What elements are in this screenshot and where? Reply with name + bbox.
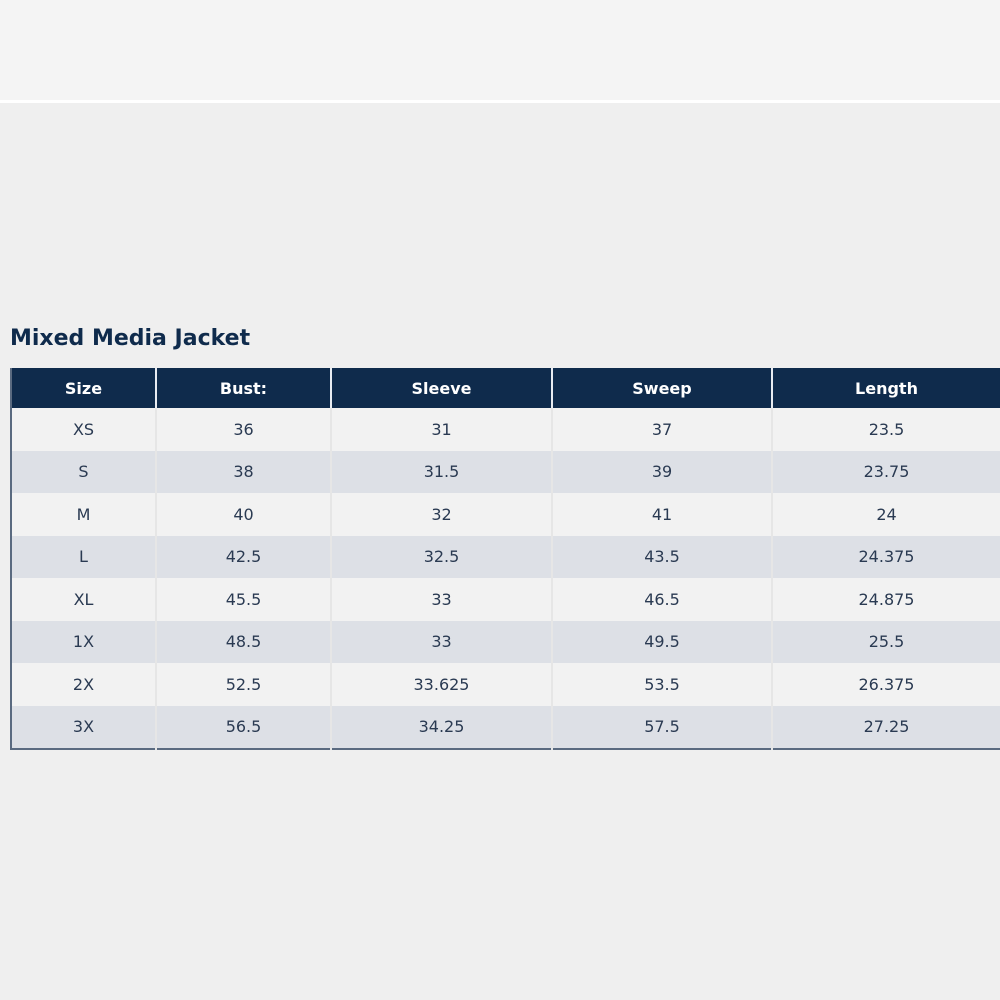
table-cell: M [11,493,157,536]
table-cell: 37 [552,408,773,451]
table-cell: 24 [772,493,1000,536]
header-row: Size Bust: Sleeve Sweep Length [11,368,1000,408]
table-cell: 31.5 [331,450,553,493]
table-cell: 2X [11,663,157,706]
table-body: XS 36 31 37 23.5 S 38 31.5 39 23.75 M 40 32 41 24 L 42.5… [11,408,1000,749]
header-cell: Size [11,368,157,408]
table-cell: 31 [331,408,553,451]
table-cell: 39 [552,450,773,493]
table-cell: 24.375 [772,535,1000,578]
table-header: Size Bust: Sleeve Sweep Length [11,368,1000,408]
table-row: XS 36 31 37 23.5 [11,408,1000,451]
table-cell: 23.5 [772,408,1000,451]
table-cell: XL [11,578,157,621]
table-cell: 40 [156,493,332,536]
table-row: 1X 48.5 33 49.5 25.5 [11,620,1000,663]
table-cell: 23.75 [772,450,1000,493]
table-cell: 57.5 [552,705,773,749]
table-row: 2X 52.5 33.625 53.5 26.375 [11,663,1000,706]
table-cell: 26.375 [772,663,1000,706]
table-row: S 38 31.5 39 23.75 [11,450,1000,493]
table-cell: 42.5 [156,535,332,578]
table-cell: 33 [331,578,553,621]
table-cell: 24.875 [772,578,1000,621]
table-cell: 32 [331,493,553,536]
header-cell: Length [772,368,1000,408]
table-cell: 41 [552,493,773,536]
table-title: Mixed Media Jacket [10,326,251,351]
table-cell: 46.5 [552,578,773,621]
table-cell: 33 [331,620,553,663]
table-cell: 53.5 [552,663,773,706]
table-cell: 36 [156,408,332,451]
size-table: Size Bust: Sleeve Sweep Length XS 36 31 37 23.5 S… [10,368,1000,750]
header-cell: Bust: [156,368,332,408]
table-cell: XS [11,408,157,451]
table-cell: 52.5 [156,663,332,706]
table-cell: 1X [11,620,157,663]
header-cell: Sweep [552,368,773,408]
table-row: L 42.5 32.5 43.5 24.375 [11,535,1000,578]
table-cell: 43.5 [552,535,773,578]
table-cell: 49.5 [552,620,773,663]
table-row: XL 45.5 33 46.5 24.875 [11,578,1000,621]
table-cell: 33.625 [331,663,553,706]
table-cell: 34.25 [331,705,553,749]
table-cell: L [11,535,157,578]
table-cell: S [11,450,157,493]
table-cell: 45.5 [156,578,332,621]
table-cell: 25.5 [772,620,1000,663]
table-cell: 32.5 [331,535,553,578]
header-cell: Sleeve [331,368,553,408]
table-cell: 3X [11,705,157,749]
table-cell: 48.5 [156,620,332,663]
table-row: M 40 32 41 24 [11,493,1000,536]
table-cell: 56.5 [156,705,332,749]
top-band [0,0,1000,103]
table-cell: 38 [156,450,332,493]
table-cell: 27.25 [772,705,1000,749]
table-row: 3X 56.5 34.25 57.5 27.25 [11,705,1000,749]
